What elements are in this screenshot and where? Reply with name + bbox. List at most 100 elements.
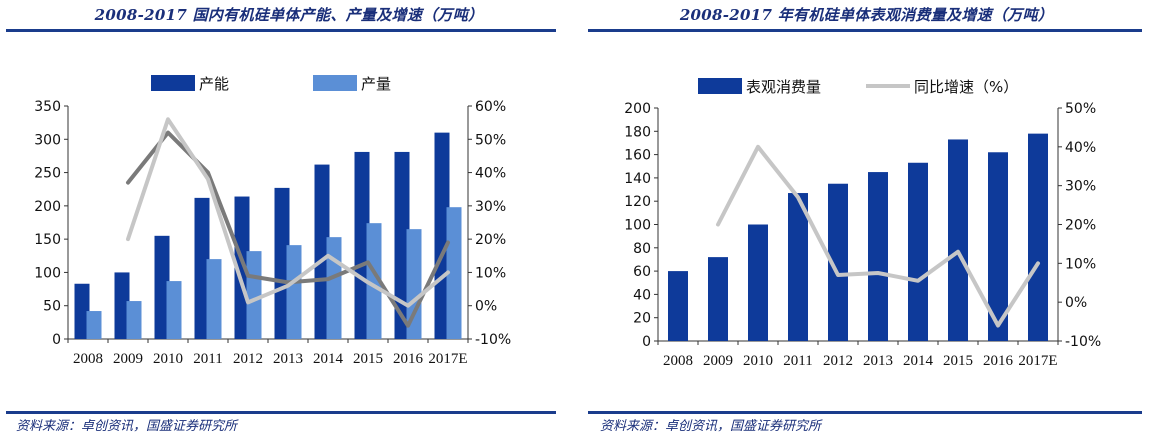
y-left-tick-label: 100: [34, 265, 61, 281]
y-right-tick-label: 60%: [475, 99, 506, 115]
y-right-tick-label: 0%: [1065, 295, 1087, 311]
bar-consumption-2010: [748, 224, 768, 341]
legend-label-production: 产量: [361, 75, 391, 93]
x-tick-label: 2015: [353, 351, 383, 367]
bar-consumption-2009: [708, 257, 728, 341]
left-chart-svg: 0 50 100 150 200 250 300 350 -10% 0% 10% 20% 30% 40% 5…: [34, 75, 511, 367]
bar-production-2010: [166, 281, 182, 339]
y-right-tick-label: 40%: [475, 166, 506, 182]
bar-production-2014: [326, 237, 342, 339]
bar-consumption-2014: [908, 162, 928, 341]
y-right-tick-label: 30%: [1065, 179, 1096, 195]
y-left-tick-label: 80: [633, 241, 651, 257]
x-tick-label: 2016: [983, 353, 1014, 369]
bar-consumption-2008: [668, 271, 688, 341]
bar-capacity-2009: [114, 272, 130, 339]
y-left-tick-label: 0: [642, 334, 651, 350]
y-left-tick-label: 60: [633, 264, 651, 280]
y-left-tick-label: 300: [34, 132, 61, 148]
right-top-rule: [588, 29, 1142, 32]
bar-production-2011: [206, 259, 222, 339]
left-source-note: 资料来源：卓创资讯，国盛证券研究所: [16, 419, 238, 434]
bar-capacity-2008: [74, 283, 90, 339]
bar-consumption-2011: [788, 193, 808, 341]
x-tick-label: 2014: [313, 351, 344, 367]
legend-swatch-consumption: [698, 78, 742, 94]
bar-capacity-2013: [274, 187, 290, 339]
bar-production-2012: [246, 251, 262, 339]
y-left-tick-label: 100: [624, 218, 651, 234]
y-right-tick-label: -10%: [1065, 334, 1101, 350]
bar-production-2008: [86, 311, 102, 339]
x-tick-label: 2017E: [428, 351, 467, 367]
x-tick-label: 2008: [663, 353, 693, 369]
x-tick-label: 2009: [703, 353, 733, 369]
x-tick-label: 2009: [113, 351, 143, 367]
bar-consumption-2012: [828, 183, 848, 341]
x-tick-label: 2010: [153, 351, 183, 367]
y-left-tick-label: 350: [34, 99, 61, 115]
y-right-tick-label: 20%: [1065, 218, 1096, 234]
bar-consumption-2016: [988, 152, 1008, 341]
y-right-tick-label: 30%: [475, 199, 506, 215]
y-left-tick-label: 120: [624, 194, 651, 210]
bar-capacity-2010: [154, 235, 170, 339]
y-left-tick-label: 20: [633, 311, 651, 327]
bar-production-2013: [286, 245, 302, 339]
y-right-tick-label: 10%: [1065, 256, 1096, 272]
bar-capacity-2016: [394, 151, 410, 339]
y-left-tick-label: 50: [43, 299, 61, 315]
y-right-tick-label: 50%: [1065, 101, 1096, 117]
x-tick-label: 2010: [743, 353, 773, 369]
legend-swatch-production: [313, 75, 357, 91]
y-left-tick-label: 0: [52, 332, 61, 348]
right-chart-svg: 0 20 40 60 80 100 120 140 160 180 200 -10% 0% 10% 20% 3…: [624, 78, 1101, 369]
line-production-growth: [126, 117, 450, 308]
legend-label-capacity: 产能: [199, 75, 229, 93]
x-tick-label: 2015: [943, 353, 973, 369]
bar-consumption-2015: [948, 139, 968, 341]
x-tick-label: 2011: [193, 351, 222, 367]
legend-label-consumption: 表观消费量: [746, 78, 821, 96]
x-tick-label: 2008: [73, 351, 103, 367]
legend-label-growth: 同比增速（%）: [914, 78, 1018, 96]
bar-capacity-2014: [314, 164, 330, 339]
x-tick-label: 2012: [233, 351, 263, 367]
y-right-tick-label: 20%: [475, 232, 506, 248]
bar-production-2016: [406, 229, 422, 339]
bar-consumption-2013: [868, 172, 888, 341]
right-chart-panel: 2008-2017 年有机硅单体表观消费量及增速（万吨） 0 20 40 60 80 10…: [578, 0, 1155, 441]
y-right-tick-label: 40%: [1065, 140, 1096, 156]
y-right-tick-label: -10%: [475, 332, 511, 348]
bar-capacity-2012: [234, 196, 250, 339]
x-tick-label: 2013: [273, 351, 303, 367]
bar-consumption-2017E: [1028, 133, 1048, 341]
x-tick-label: 2013: [863, 353, 893, 369]
x-tick-label: 2017E: [1018, 353, 1057, 369]
bar-production-2015: [366, 223, 382, 339]
bar-capacity-2017E: [434, 132, 450, 339]
left-bottom-rule: [6, 411, 556, 414]
x-tick-label: 2012: [823, 353, 853, 369]
x-tick-label: 2014: [903, 353, 934, 369]
line-capacity-growth: [126, 130, 450, 328]
x-tick-label: 2011: [783, 353, 812, 369]
right-bottom-rule: [588, 411, 1142, 414]
y-left-tick-label: 150: [34, 232, 61, 248]
y-left-tick-label: 200: [624, 101, 651, 117]
right-source-note: 资料来源：卓创资讯，国盛证券研究所: [600, 419, 822, 434]
bar-capacity-2015: [354, 151, 370, 339]
y-right-tick-label: 10%: [475, 265, 506, 281]
line-growth: [716, 144, 1040, 328]
y-left-tick-label: 180: [624, 124, 651, 140]
y-left-tick-label: 250: [34, 166, 61, 182]
x-tick-label: 2016: [393, 351, 424, 367]
bar-production-2017E: [446, 207, 462, 339]
left-top-rule: [6, 29, 556, 32]
y-right-tick-label: 50%: [475, 132, 506, 148]
legend-swatch-capacity: [151, 75, 195, 91]
y-left-tick-label: 160: [624, 148, 651, 164]
left-chart-panel: 2008-2017 国内有机硅单体产能、产量及增速（万吨） 0 50 100 150 2…: [6, 6, 556, 434]
y-left-tick-label: 140: [624, 171, 651, 187]
y-left-tick-label: 200: [34, 199, 61, 215]
